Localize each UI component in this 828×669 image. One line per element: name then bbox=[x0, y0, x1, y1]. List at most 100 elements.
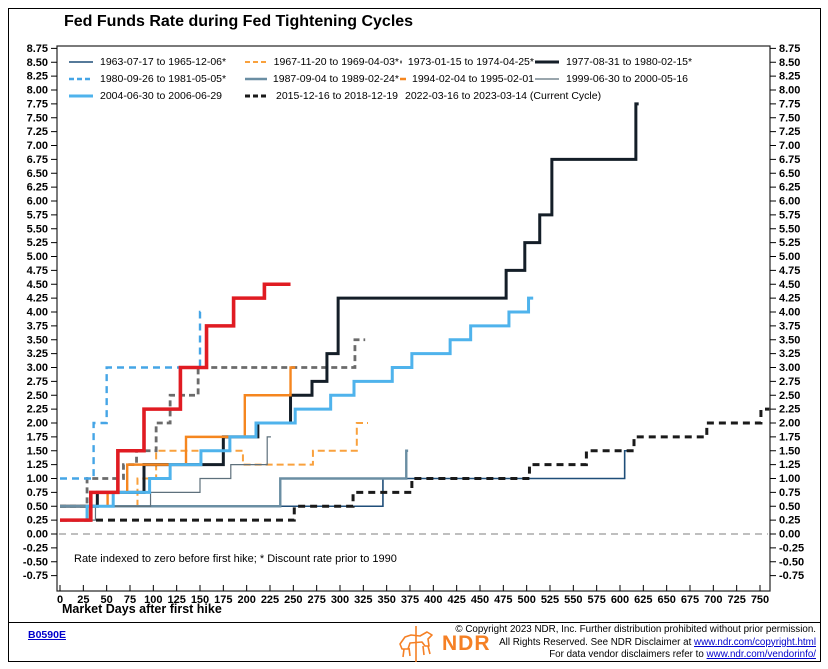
y-tick-label-right: 3.00 bbox=[779, 362, 800, 374]
y-tick-label-right: 0.25 bbox=[779, 515, 800, 527]
y-tick-label-left: 0.50 bbox=[27, 501, 48, 513]
y-tick-label-left: 3.00 bbox=[27, 362, 48, 374]
y-tick-label-right: 4.25 bbox=[779, 293, 800, 305]
ndr-logo: NDR bbox=[396, 624, 491, 664]
series-line-2004-06-30 to 2006-06-29 bbox=[60, 296, 534, 522]
legend-item-1999-06-30 to 2000-05-16: 1999-06-30 to 2000-05-16 bbox=[534, 73, 714, 85]
y-tick-label-right: -0.25 bbox=[779, 542, 804, 554]
legend-label: 1967-11-20 to 1969-04-03* bbox=[273, 55, 399, 68]
x-tick-label: 200 bbox=[237, 594, 255, 606]
chart-footnote: Rate indexed to zero before first hike; … bbox=[74, 553, 397, 565]
y-tick-label-right: 5.75 bbox=[779, 209, 800, 221]
x-tick-label: 175 bbox=[214, 594, 232, 606]
x-tick-label: 600 bbox=[611, 594, 629, 606]
legend-label: 1999-06-30 to 2000-05-16 bbox=[566, 72, 689, 85]
x-tick-label: 50 bbox=[101, 594, 113, 606]
legend-swatch bbox=[245, 77, 267, 80]
y-tick-label-right: 4.75 bbox=[779, 265, 800, 277]
legend-swatch bbox=[535, 77, 559, 80]
x-tick-label: 275 bbox=[307, 594, 325, 606]
legend-swatch bbox=[400, 60, 402, 63]
y-tick-label-left: 2.50 bbox=[27, 390, 48, 402]
copyright-block: © Copyright 2023 NDR, Inc. Further distr… bbox=[455, 624, 816, 662]
x-tick-label: 675 bbox=[681, 594, 699, 606]
y-tick-label-left: -0.25 bbox=[23, 542, 48, 554]
y-tick-label-right: 1.50 bbox=[779, 445, 800, 457]
x-tick-label: 0 bbox=[57, 594, 63, 606]
x-tick-label: 250 bbox=[284, 594, 302, 606]
y-tick-label-left: 8.50 bbox=[27, 57, 48, 69]
copyright-line-3: For data vendor disclaimers refer to www… bbox=[549, 649, 816, 661]
legend-label: 1963-07-17 to 1965-12-06* bbox=[100, 55, 227, 68]
legend-swatch bbox=[69, 77, 93, 80]
y-tick-label-right: 7.25 bbox=[779, 126, 800, 138]
y-tick-label-right: 8.75 bbox=[779, 43, 800, 55]
chart-title: Fed Funds Rate during Fed Tightening Cyc… bbox=[64, 13, 414, 30]
x-tick-label: 100 bbox=[144, 594, 162, 606]
y-tick-label-left: 5.00 bbox=[27, 251, 48, 263]
legend-swatch bbox=[69, 94, 93, 97]
y-tick-label-left: 4.75 bbox=[27, 265, 48, 277]
x-axis-label: Market Days after first hike bbox=[62, 602, 222, 616]
y-tick-label-right: 3.25 bbox=[779, 348, 800, 360]
y-tick-label-left: 6.00 bbox=[27, 196, 48, 208]
y-tick-label-right: 2.75 bbox=[779, 376, 800, 388]
copyright-line-2: All Rights Reserved. See NDR Disclaimer … bbox=[499, 636, 816, 648]
footer-divider bbox=[8, 622, 820, 623]
y-tick-label-right: 3.50 bbox=[779, 334, 800, 346]
legend-swatch bbox=[69, 60, 93, 63]
legend-label: 2004-06-30 to 2006-06-29 bbox=[100, 89, 223, 102]
ndr-carousel-icon bbox=[399, 626, 433, 662]
y-tick-label-left: 5.75 bbox=[27, 209, 48, 221]
y-tick-label-right: 7.50 bbox=[779, 112, 800, 124]
legend-label: 1977-08-31 to 1980-02-15* bbox=[566, 55, 693, 68]
y-tick-label-left: 6.50 bbox=[27, 168, 48, 180]
copyright-line-1: © Copyright 2023 NDR, Inc. Further distr… bbox=[455, 624, 816, 635]
x-tick-label: 650 bbox=[657, 594, 675, 606]
y-tick-label-right: 2.25 bbox=[779, 404, 800, 416]
y-tick-label-right: 0.50 bbox=[779, 501, 800, 513]
series-line-1999-06-30 to 2000-05-16 bbox=[60, 436, 271, 521]
series-line-2022-03-16 to 2023-03-14 (Current Cycle) bbox=[60, 282, 291, 522]
series-line-1977-08-31 to 1980-02-15* bbox=[60, 102, 639, 508]
y-tick-label-right: 2.50 bbox=[779, 390, 800, 402]
y-tick-label-right: 1.00 bbox=[779, 473, 800, 485]
y-tick-label-left: 4.00 bbox=[27, 307, 48, 319]
x-tick-label: 375 bbox=[401, 594, 419, 606]
y-tick-label-left: 5.50 bbox=[27, 223, 48, 235]
chart-id-link[interactable]: B0590E bbox=[28, 629, 66, 641]
y-tick-label-right: 7.00 bbox=[779, 140, 800, 152]
y-tick-label-right: -0.50 bbox=[779, 556, 804, 568]
x-tick-label: 475 bbox=[494, 594, 512, 606]
y-tick-label-left: 3.75 bbox=[27, 320, 48, 332]
y-tick-label-right: 8.50 bbox=[779, 57, 800, 69]
y-tick-label-left: 1.25 bbox=[27, 459, 48, 471]
y-tick-label-right: 8.25 bbox=[779, 71, 800, 83]
x-tick-label: 125 bbox=[167, 594, 185, 606]
legend-item-1967-11-20 to 1969-04-03*: 1967-11-20 to 1969-04-03* bbox=[244, 56, 399, 68]
series-line-1973-01-15 to 1974-04-25* bbox=[60, 338, 366, 508]
copyright-link[interactable]: www.ndr.com/copyright.html bbox=[694, 636, 816, 648]
legend-label: 1980-09-26 to 1981-05-05* bbox=[100, 72, 227, 85]
x-tick-label: 325 bbox=[354, 594, 372, 606]
x-tick-label: 625 bbox=[634, 594, 652, 606]
y-tick-label-left: -0.50 bbox=[23, 556, 48, 568]
legend-item-1987-09-04 to 1989-02-24*: 1987-09-04 to 1989-02-24* bbox=[244, 73, 399, 85]
x-tick-label: 350 bbox=[377, 594, 395, 606]
legend-swatch bbox=[245, 60, 268, 63]
vendorinfo-link[interactable]: www.ndr.com/vendorinfo/ bbox=[706, 649, 816, 661]
y-tick-label-right: 7.75 bbox=[779, 98, 800, 110]
y-tick-label-right: 0.00 bbox=[779, 529, 800, 541]
y-tick-label-left: 0.25 bbox=[27, 515, 48, 527]
x-tick-label: 550 bbox=[564, 594, 582, 606]
y-tick-label-left: 8.00 bbox=[27, 85, 48, 97]
y-tick-label-left: 5.25 bbox=[27, 237, 48, 249]
x-tick-label: 500 bbox=[517, 594, 535, 606]
legend-item-1980-09-26 to 1981-05-05*: 1980-09-26 to 1981-05-05* bbox=[68, 73, 244, 85]
x-tick-label: 700 bbox=[704, 594, 722, 606]
y-tick-label-right: 6.00 bbox=[779, 196, 800, 208]
x-tick-label: 400 bbox=[424, 594, 442, 606]
series-line-1980-09-26 to 1981-05-05* bbox=[60, 310, 203, 480]
x-tick-label: 750 bbox=[751, 594, 769, 606]
y-tick-label-left: 2.25 bbox=[27, 404, 48, 416]
